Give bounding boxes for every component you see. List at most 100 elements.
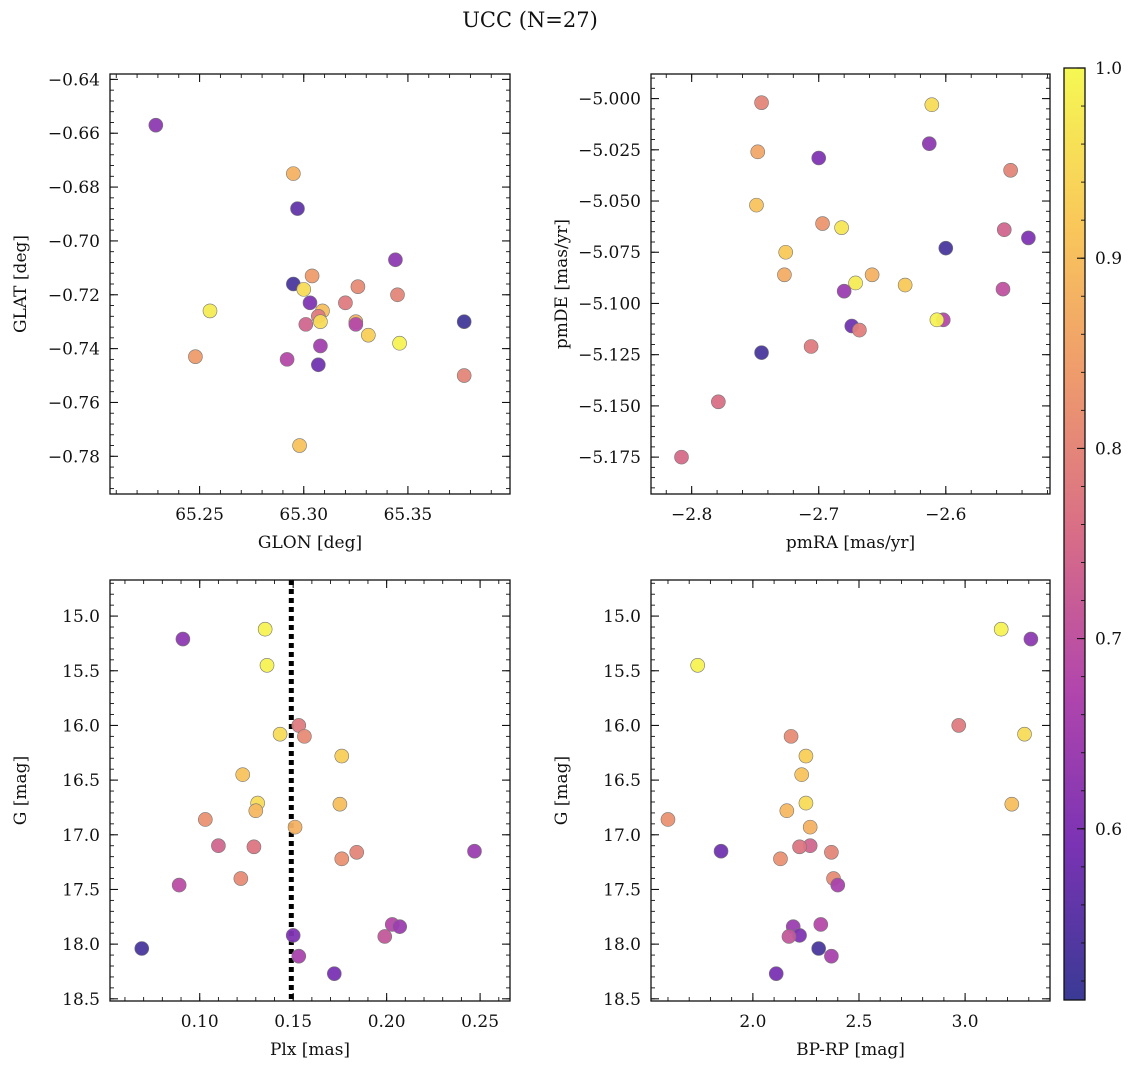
panels: 65.25 65.30 65.35 −0.64 −0.66 −0.68 −0.70 −0.72… (11, 70, 1051, 1060)
data-point (286, 166, 301, 181)
data-point (995, 281, 1011, 297)
data-point (830, 877, 846, 893)
data-point (257, 621, 273, 637)
panel-4: 2.0 2.5 3.0 15.0 15.5 16.0 16.5 17.0 17.5 18.0 18.… (552, 579, 1051, 1060)
data-point (350, 279, 366, 294)
data-point (348, 317, 364, 332)
y-tick-label: 16.5 (62, 771, 100, 791)
data-point (392, 919, 408, 934)
data-point (754, 345, 769, 360)
y-tick-label: −5.050 (578, 192, 641, 212)
data-point (198, 812, 213, 827)
y-tick-label: 15.0 (62, 607, 100, 627)
data-point (313, 338, 328, 354)
data-point (296, 282, 312, 297)
y-tick-label: 16.0 (62, 716, 100, 736)
y-tick-label: −5.150 (578, 397, 641, 417)
plot-frame (650, 73, 1051, 495)
data-point (246, 839, 262, 855)
panel-3: 0.10 0.15 0.20 0.25 15.0 15.5 16.0 16.5 17.0 17.5… (11, 579, 511, 1060)
colorbar-tick-label: 0.8 (1095, 439, 1122, 459)
data-point (233, 871, 249, 886)
y-axis-label: G [mag] (11, 756, 31, 825)
y-axis-label: G [mag] (552, 756, 572, 825)
data-point (815, 216, 830, 231)
data-point (779, 803, 795, 819)
data-point (297, 729, 312, 744)
data-point (750, 144, 766, 160)
data-point (749, 197, 764, 213)
x-tick-label: −2.8 (671, 505, 712, 525)
x-axis-label: GLON [deg] (258, 533, 362, 553)
data-point (864, 267, 880, 283)
x-axis-label: Plx [mas] (270, 1040, 350, 1060)
figure-title: UCC (N=27) (462, 8, 598, 32)
y-tick-label: 15.5 (603, 662, 641, 682)
data-point (259, 657, 275, 673)
data-point (456, 368, 472, 383)
data-point (326, 966, 342, 981)
data-point (338, 295, 353, 311)
y-tick-label: −5.025 (578, 141, 641, 161)
x-tick-label: 65.25 (175, 505, 224, 525)
data-point (291, 948, 307, 964)
data-point (852, 322, 867, 338)
data-point (1003, 162, 1018, 178)
y-tick-label: −5.000 (578, 90, 641, 110)
x-tick-label: 0.25 (461, 1012, 499, 1032)
data-point (660, 812, 676, 827)
data-point (951, 718, 967, 733)
data-point (334, 748, 350, 764)
data-point (798, 748, 814, 764)
y-tick-label: 16.5 (603, 771, 641, 791)
data-point (248, 803, 264, 819)
data-point (334, 851, 350, 867)
data-point (1004, 796, 1020, 812)
data-point (311, 357, 326, 373)
x-tick-label: 2.5 (845, 1012, 872, 1032)
data-point (897, 277, 913, 293)
y-tick-label: 18.0 (603, 935, 641, 955)
y-tick-label: −0.66 (48, 124, 100, 144)
y-tick-label: 17.0 (62, 826, 100, 846)
data-point (349, 844, 365, 860)
data-point (134, 941, 150, 956)
y-tick-label: −0.68 (48, 178, 100, 198)
data-point (711, 394, 726, 410)
y-tick-label: −0.70 (48, 232, 100, 252)
data-point (290, 201, 305, 216)
data-point (202, 303, 218, 319)
data-point (390, 287, 405, 303)
data-point (993, 621, 1009, 637)
data-point (777, 267, 792, 283)
x-tick-label: 2.0 (739, 1012, 766, 1032)
x-tick-label: −2.6 (925, 505, 966, 525)
data-point (361, 327, 376, 343)
plot-frame (650, 579, 1051, 1002)
data-point (148, 117, 164, 133)
data-point (467, 843, 482, 859)
data-point (332, 796, 348, 812)
data-point (813, 917, 829, 932)
y-tick-label: 15.0 (603, 607, 641, 627)
data-point (836, 283, 852, 299)
data-point (388, 252, 403, 268)
data-point (175, 631, 191, 647)
x-axis-label: BP-RP [mag] (796, 1040, 905, 1060)
data-point (690, 657, 705, 673)
data-point (287, 819, 303, 835)
y-tick-label: −5.100 (578, 294, 641, 314)
y-tick-label: −5.175 (578, 448, 641, 468)
data-point (802, 819, 818, 835)
x-tick-label: 3.0 (952, 1012, 979, 1032)
colorbar-tick-label: 0.9 (1095, 249, 1122, 269)
data-point (792, 839, 807, 855)
data-point (302, 295, 318, 311)
data-point (938, 240, 954, 256)
y-tick-label: 16.0 (603, 716, 641, 736)
y-tick-label: 17.5 (62, 880, 100, 900)
data-point (304, 268, 320, 284)
data-point (921, 136, 937, 151)
data-point (754, 95, 769, 110)
